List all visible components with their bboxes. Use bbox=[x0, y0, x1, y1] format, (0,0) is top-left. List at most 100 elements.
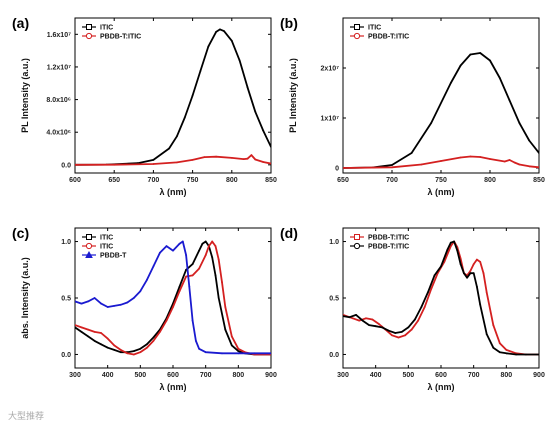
data-point bbox=[204, 254, 207, 256]
x-tick-label: 500 bbox=[402, 372, 414, 379]
data-point bbox=[525, 353, 527, 356]
x-tick-label: 400 bbox=[102, 372, 114, 379]
data-point bbox=[198, 249, 201, 252]
data-point bbox=[221, 281, 223, 284]
data-point bbox=[75, 326, 76, 329]
data-point bbox=[472, 263, 475, 265]
series-line bbox=[343, 240, 539, 356]
data-point bbox=[87, 300, 89, 303]
data-point bbox=[113, 344, 116, 347]
data-point bbox=[119, 351, 122, 354]
x-axis-label: λ (nm) bbox=[428, 382, 455, 392]
data-point bbox=[185, 275, 188, 278]
x-tick-label: 900 bbox=[533, 372, 545, 379]
watermark: 大型推荐 bbox=[8, 410, 44, 421]
data-point bbox=[397, 336, 400, 339]
data-point bbox=[492, 346, 495, 349]
data-point bbox=[378, 323, 380, 325]
data-point bbox=[215, 31, 218, 33]
series-group bbox=[75, 28, 271, 166]
data-point bbox=[479, 303, 482, 306]
data-point bbox=[505, 352, 508, 355]
data-point bbox=[191, 319, 194, 322]
data-point bbox=[237, 350, 240, 352]
y-tick-label: 1.2x10⁷ bbox=[47, 64, 71, 71]
data-point bbox=[417, 319, 419, 322]
data-point bbox=[211, 256, 214, 259]
data-point bbox=[538, 353, 539, 356]
x-tick-label: 800 bbox=[500, 372, 512, 379]
data-point bbox=[185, 268, 188, 271]
data-point bbox=[146, 343, 148, 346]
data-point bbox=[152, 340, 155, 342]
data-point bbox=[476, 285, 478, 288]
series-line bbox=[343, 52, 539, 169]
data-point bbox=[498, 342, 501, 345]
data-point bbox=[191, 263, 194, 265]
data-point bbox=[253, 352, 256, 355]
data-point bbox=[391, 164, 393, 166]
panel-label: (c) bbox=[12, 225, 29, 241]
y-tick-label: 8.0x10⁶ bbox=[46, 97, 71, 104]
data-point bbox=[387, 329, 390, 332]
data-point bbox=[456, 249, 459, 252]
data-point bbox=[185, 254, 188, 256]
y-tick-label: 1x10⁷ bbox=[321, 116, 340, 123]
legend-label: ITIC bbox=[368, 25, 381, 32]
legend-marker-icon bbox=[353, 32, 361, 40]
data-point bbox=[80, 302, 83, 305]
data-point bbox=[119, 303, 122, 306]
data-point bbox=[217, 258, 220, 261]
data-point bbox=[449, 241, 452, 244]
data-point bbox=[254, 110, 257, 113]
data-point bbox=[230, 335, 233, 338]
series-line bbox=[75, 240, 271, 355]
data-point bbox=[381, 326, 384, 329]
data-point bbox=[343, 167, 344, 169]
y-tick-label: 0.0 bbox=[61, 352, 71, 359]
legend-label: PBDB-T:ITIC bbox=[100, 34, 141, 41]
data-point bbox=[254, 158, 257, 161]
y-axis-label: PL Intensity (a.u.) bbox=[288, 58, 298, 133]
data-point bbox=[430, 288, 433, 290]
legend-label: PBDB-T:ITIC bbox=[368, 235, 409, 242]
series-line bbox=[75, 240, 271, 356]
data-point bbox=[469, 270, 472, 272]
y-tick-label: 1.0 bbox=[61, 239, 71, 246]
panel-b: (b) 650 700 750 800 850 0 1x10⁷ 2x10⁷ λ (nm) PL In… bbox=[280, 15, 545, 197]
data-point bbox=[538, 152, 539, 154]
data-point bbox=[223, 30, 225, 32]
x-tick-label: 500 bbox=[134, 372, 146, 379]
data-point bbox=[126, 301, 129, 304]
x-tick-label: 850 bbox=[533, 177, 545, 184]
legend-entry: ITIC bbox=[350, 24, 381, 32]
x-tick-label: 800 bbox=[226, 177, 238, 184]
data-point bbox=[515, 353, 517, 356]
y-tick-label: 1.0 bbox=[329, 239, 339, 246]
data-point bbox=[508, 159, 511, 161]
x-tick-label: 700 bbox=[386, 177, 398, 184]
data-point bbox=[87, 328, 89, 331]
data-point bbox=[489, 158, 491, 160]
data-point bbox=[498, 77, 501, 79]
data-point bbox=[191, 94, 194, 97]
data-point bbox=[538, 166, 539, 169]
x-tick-label: 750 bbox=[187, 177, 199, 184]
data-point bbox=[100, 343, 102, 346]
data-point bbox=[482, 272, 485, 275]
data-point bbox=[351, 317, 354, 320]
legend-marker-icon bbox=[86, 24, 92, 30]
data-point bbox=[407, 326, 410, 329]
data-point bbox=[433, 274, 436, 277]
data-point bbox=[198, 267, 201, 270]
data-point bbox=[250, 154, 253, 157]
data-point bbox=[119, 349, 122, 351]
data-point bbox=[518, 122, 521, 124]
data-point bbox=[146, 279, 148, 281]
data-point bbox=[237, 347, 240, 350]
data-point bbox=[152, 336, 155, 339]
data-point bbox=[420, 163, 423, 166]
y-tick-label: 4.0x10⁶ bbox=[46, 130, 71, 137]
data-point bbox=[93, 297, 96, 299]
